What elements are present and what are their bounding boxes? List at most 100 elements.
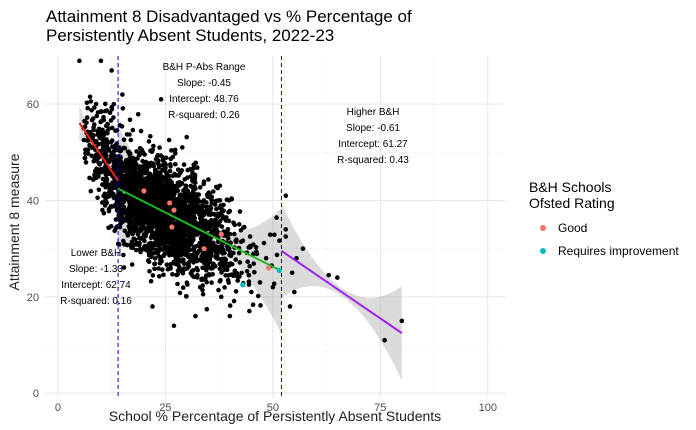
school-point [122, 178, 128, 184]
school-point [188, 202, 193, 207]
school-point [96, 142, 101, 147]
school-point [123, 158, 129, 163]
school-point [121, 145, 127, 151]
school-point [292, 289, 297, 295]
school-point [195, 165, 200, 170]
school-point [170, 272, 175, 277]
school-point [258, 303, 263, 308]
school-point [163, 251, 169, 256]
school-point [204, 208, 210, 213]
school-point [142, 161, 148, 167]
fit-annotation-line: Intercept: 48.76 [169, 94, 239, 105]
school-point [207, 210, 213, 215]
school-point [192, 209, 198, 215]
school-point [110, 125, 115, 131]
school-point [187, 248, 192, 253]
school-point [87, 175, 92, 181]
school-point [200, 253, 205, 259]
school-point [204, 268, 209, 273]
school-point [179, 168, 185, 173]
school-point [226, 246, 232, 252]
school-point [283, 234, 289, 239]
school-point [153, 178, 158, 183]
x-tick-label: 25 [159, 402, 171, 414]
school-point [149, 187, 154, 192]
legend-key-good [540, 225, 546, 231]
school-point [153, 216, 159, 222]
school-point [249, 289, 254, 295]
school-point [236, 222, 242, 227]
school-point [219, 224, 225, 229]
school-point [166, 137, 172, 143]
school-point [148, 160, 154, 166]
school-point [82, 118, 87, 124]
school-point [283, 227, 289, 232]
school-point [164, 236, 170, 242]
school-point [139, 169, 145, 174]
fit-lines [78, 122, 403, 334]
school-point [181, 212, 187, 218]
school-point [200, 283, 205, 288]
school-point [208, 251, 214, 256]
school-point [103, 172, 109, 177]
school-point [149, 195, 155, 201]
school-point [196, 248, 202, 253]
school-point [206, 177, 211, 182]
school-point [103, 108, 108, 114]
school-point [152, 256, 158, 261]
school-point [130, 127, 136, 133]
school-point [109, 138, 115, 143]
school-point [399, 318, 405, 324]
school-point [185, 167, 190, 173]
school-point [93, 101, 99, 107]
school-point [151, 163, 156, 169]
y-tick-label: 20 [27, 292, 39, 304]
school-point [232, 231, 237, 237]
school-point [225, 227, 231, 232]
school-point [227, 231, 233, 237]
school-point [156, 266, 161, 271]
school-point [189, 192, 194, 197]
school-point [188, 174, 194, 179]
school-point [143, 246, 148, 252]
school-point [163, 219, 168, 224]
school-point [118, 162, 124, 168]
school-point [92, 105, 97, 110]
school-point [117, 123, 123, 128]
school-point [233, 239, 239, 245]
school-point [233, 257, 238, 262]
school-point [85, 105, 90, 111]
school-point [197, 212, 203, 218]
school-point [163, 246, 168, 252]
school-point [171, 188, 176, 193]
school-point [120, 106, 126, 111]
highlighted-points [141, 188, 282, 288]
school-point [227, 252, 232, 258]
school-point [186, 197, 192, 203]
fit-annotation-line: Slope: -0.45 [177, 78, 231, 89]
school-point [237, 274, 242, 279]
school-point [145, 175, 150, 181]
school-point [335, 275, 340, 280]
bh-school-point [240, 282, 246, 288]
school-point [194, 258, 200, 264]
school-point [112, 228, 117, 234]
school-point [211, 264, 216, 270]
school-point [96, 187, 102, 193]
school-point [144, 228, 149, 234]
school-point [124, 242, 130, 248]
school-point [237, 260, 243, 265]
school-point [104, 137, 109, 142]
school-point [156, 249, 161, 254]
school-point [233, 289, 239, 294]
school-point [132, 222, 138, 228]
school-point [101, 117, 107, 123]
fit-line [280, 250, 403, 334]
school-point [175, 167, 181, 172]
school-point [138, 249, 143, 255]
school-point [175, 271, 180, 277]
school-point [287, 304, 293, 309]
school-point [231, 220, 236, 225]
school-point [247, 234, 253, 239]
